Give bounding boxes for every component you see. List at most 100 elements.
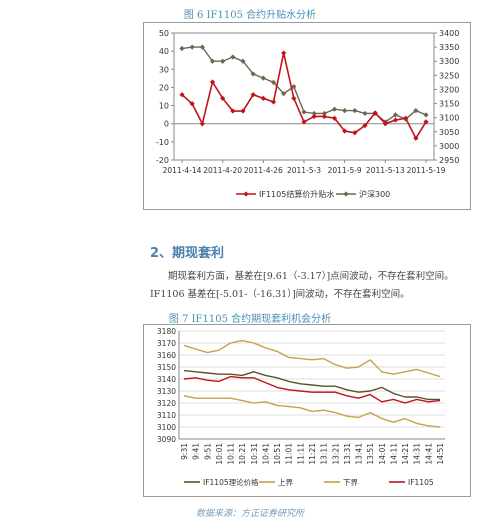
right-tick-label: 3250 bbox=[439, 71, 459, 80]
left-tick-label: 50 bbox=[159, 29, 169, 38]
x-tick-label: 13:11 bbox=[320, 443, 329, 465]
hs300-point bbox=[270, 79, 277, 85]
premium-point bbox=[230, 108, 236, 114]
figure6-chart: 50 40 30 20 10 0 -10 -20 3400 3350 3300 3250 3200 315… bbox=[143, 22, 471, 210]
hs300-point bbox=[189, 44, 195, 50]
hs300-point bbox=[230, 54, 236, 60]
x-tick-label: 14:21 bbox=[401, 443, 410, 465]
figure7-chart: 3180 3170 3160 3150 3140 3130 3120 3110 3100 3090… bbox=[143, 324, 471, 497]
right-tick-label: 3100 bbox=[439, 114, 459, 123]
x-tick-label: 2011-5-19 bbox=[407, 166, 446, 175]
x-tick-label: 10:31 bbox=[250, 443, 259, 465]
premium-point bbox=[240, 108, 246, 114]
x-tick-label: 13:31 bbox=[343, 443, 352, 465]
y-tick-label: 3170 bbox=[157, 339, 176, 348]
legend-hs300-label: 沪深300 bbox=[359, 189, 390, 199]
left-tick-label: 30 bbox=[159, 65, 169, 74]
x-tick-label: 13:51 bbox=[366, 443, 375, 465]
premium-point bbox=[189, 101, 195, 107]
legend-premium-marker bbox=[243, 191, 249, 197]
left-tick-label: 20 bbox=[159, 83, 169, 92]
hs300-point bbox=[392, 112, 399, 118]
y-tick-label: 3160 bbox=[157, 351, 176, 360]
legend-label: IF1105理论价格 bbox=[203, 477, 259, 487]
premium-point bbox=[291, 95, 297, 101]
right-tick-label: 3300 bbox=[439, 57, 459, 66]
premium-point bbox=[413, 135, 419, 141]
section-heading: 2、期现套利 bbox=[150, 246, 225, 261]
x-tick-label: 2011-4-14 bbox=[163, 166, 202, 175]
right-tick-label: 2950 bbox=[439, 156, 459, 165]
right-tick-label: 3200 bbox=[439, 85, 459, 94]
premium-line bbox=[181, 52, 427, 140]
right-tick-label: 3150 bbox=[439, 100, 459, 109]
x-tick-label: 13:21 bbox=[331, 443, 340, 465]
legend-label: 下界 bbox=[343, 478, 358, 487]
premium-point bbox=[321, 113, 327, 120]
lower-bound-line bbox=[183, 395, 441, 428]
hs300-point bbox=[423, 112, 429, 118]
premium-point bbox=[423, 119, 429, 125]
upper-bound-line bbox=[183, 339, 441, 378]
x-tick-label: 2011-5-3 bbox=[287, 166, 321, 175]
x-tick-label: 9:31 bbox=[180, 443, 189, 460]
x-tick-label: 2011-4-26 bbox=[244, 166, 283, 175]
y-tick-label: 3150 bbox=[157, 363, 176, 372]
left-tick-label: 0 bbox=[164, 120, 169, 129]
source-footnote: 数据来源：方正证券研究所 bbox=[195, 509, 304, 519]
y-tick-label: 3140 bbox=[157, 375, 176, 384]
left-tick-label: 40 bbox=[159, 47, 169, 56]
legend-premium-label: IF1105结算价升贴水 bbox=[259, 189, 334, 199]
hs300-point bbox=[352, 108, 358, 114]
hs300-point bbox=[342, 108, 348, 114]
x-tick-label: 11:21 bbox=[308, 443, 317, 465]
x-tick-label: 14:31 bbox=[413, 443, 422, 465]
legend-label: 上界 bbox=[278, 478, 293, 487]
premium-point bbox=[179, 92, 185, 98]
left-tick-label: 10 bbox=[159, 102, 169, 111]
x-tick-label: 10:11 bbox=[227, 443, 236, 465]
legend-hs300-marker bbox=[343, 191, 349, 197]
paragraph-line-1: 期现套利方面，基差在[9.61（-3.17）]点间波动，不存在套利空间。 bbox=[168, 271, 454, 282]
theory-price-line bbox=[183, 369, 440, 401]
y-tick-label: 3120 bbox=[157, 399, 176, 408]
x-tick-label: 9:41 bbox=[192, 443, 201, 460]
y-tick-label: 3180 bbox=[157, 327, 176, 336]
y-tick-label: 3110 bbox=[157, 411, 176, 420]
hs300-point bbox=[250, 71, 256, 77]
right-tick-label: 3000 bbox=[439, 142, 459, 151]
x-tick-label: 2011-5-13 bbox=[366, 166, 405, 175]
legend-label: IF1105 bbox=[408, 478, 434, 487]
right-tick-label: 3400 bbox=[439, 29, 459, 38]
plot-frame bbox=[173, 32, 435, 161]
premium-point bbox=[362, 122, 368, 129]
right-tick-label: 3350 bbox=[439, 43, 459, 52]
hs300-point bbox=[220, 58, 226, 64]
hs300-point bbox=[209, 58, 216, 64]
premium-point bbox=[392, 117, 399, 123]
x-tick-label: 9:51 bbox=[203, 443, 212, 460]
y-tick-label: 3090 bbox=[157, 435, 176, 444]
hs300-point bbox=[362, 110, 368, 117]
x-tick-label: 14:01 bbox=[378, 443, 387, 465]
figure7-svg: 3180 3170 3160 3150 3140 3130 3120 3110 3100 3090… bbox=[157, 327, 445, 487]
figure6-caption: 图 6 IF1105 合约升贴水分析 bbox=[183, 10, 317, 21]
x-tick-label: 14:41 bbox=[424, 443, 433, 465]
hs300-point bbox=[413, 108, 419, 114]
figure7-legend: IF1105理论价格 上界 下界 IF1105 bbox=[184, 477, 434, 487]
x-tick-label: 2011-4-20 bbox=[203, 166, 242, 175]
x-tick-label: 14:51 bbox=[436, 443, 445, 465]
hs300-point bbox=[331, 106, 338, 112]
left-tick-label: -20 bbox=[156, 156, 169, 165]
x-tick-label: 11:11 bbox=[296, 443, 305, 465]
x-tick-label: 10:51 bbox=[273, 443, 282, 465]
premium-point bbox=[403, 115, 409, 121]
figure6-svg: 50 40 30 20 10 0 -10 -20 3400 3350 3300 3250 3200 315… bbox=[156, 29, 459, 199]
paragraph-line-2: IF1106 基差在[-5.01-（-16.31）]间波动，不存在套利空间。 bbox=[150, 289, 410, 300]
premium-point bbox=[270, 99, 277, 105]
x-tick-label: 10:21 bbox=[238, 443, 247, 465]
right-tick-label: 3050 bbox=[439, 128, 459, 137]
y-tick-label: 3100 bbox=[157, 423, 176, 432]
x-tick-label: 10:41 bbox=[261, 443, 270, 465]
left-tick-label: -10 bbox=[156, 138, 169, 147]
